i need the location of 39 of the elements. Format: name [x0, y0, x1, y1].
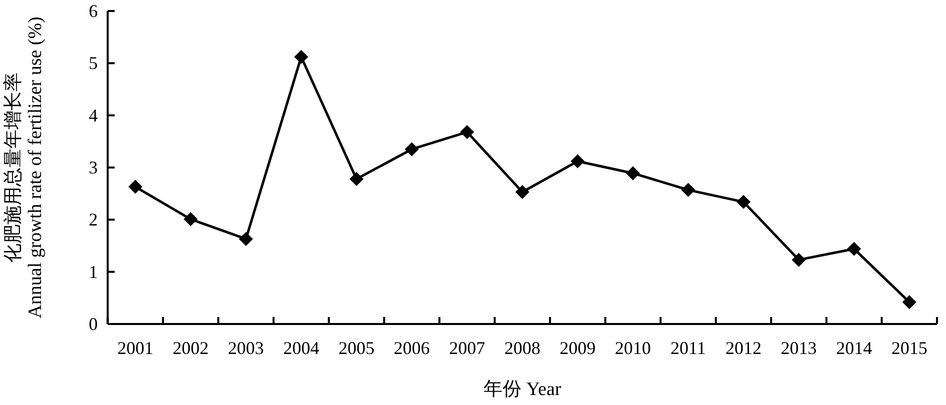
- x-tick-label: 2006: [394, 338, 430, 358]
- x-tick-label: 2008: [504, 338, 540, 358]
- y-tick-label: 5: [88, 53, 98, 74]
- point: [404, 142, 419, 156]
- y-tick-label: 6: [88, 1, 98, 21]
- x-tick-label: 2013: [780, 338, 817, 358]
- y-tick-label: 0: [88, 314, 98, 334]
- point: [238, 232, 253, 246]
- point: [515, 185, 530, 200]
- y-tick-label: 1: [88, 262, 98, 282]
- point: [847, 242, 862, 256]
- point: [736, 194, 750, 209]
- y-tick-label: 3: [88, 158, 98, 178]
- point: [184, 212, 198, 226]
- point: [626, 166, 640, 180]
- x-tick-label: 2009: [560, 338, 596, 358]
- point: [294, 50, 308, 64]
- x-tick-label: 2007: [449, 338, 486, 358]
- x-tick-label: 2015: [891, 338, 928, 358]
- x-tick-label: 2014: [836, 338, 872, 358]
- point: [902, 295, 916, 310]
- x-tick-label: 2010: [614, 338, 651, 358]
- y-tick-label: 4: [88, 105, 98, 126]
- x-tick-label: 2011: [670, 338, 706, 358]
- point: [792, 252, 806, 267]
- y-axis-title: 化肥施用总量年增长率 Annual growth rate of fertilizer use (%): [2, 16, 46, 318]
- x-tick-label: 2005: [338, 338, 374, 358]
- point: [681, 182, 696, 197]
- point: [128, 180, 142, 194]
- x-axis-title: 年份 Year: [483, 379, 562, 400]
- x-tick-label: 2002: [172, 338, 209, 358]
- point: [570, 154, 585, 168]
- y-tick-label: 2: [88, 210, 98, 230]
- x-tick-label: 2001: [117, 338, 154, 358]
- x-tick-label: 2003: [228, 338, 264, 358]
- point: [349, 172, 364, 186]
- point: [460, 125, 474, 140]
- x-tick-label: 2004: [283, 338, 320, 358]
- x-tick-label: 2012: [725, 338, 762, 358]
